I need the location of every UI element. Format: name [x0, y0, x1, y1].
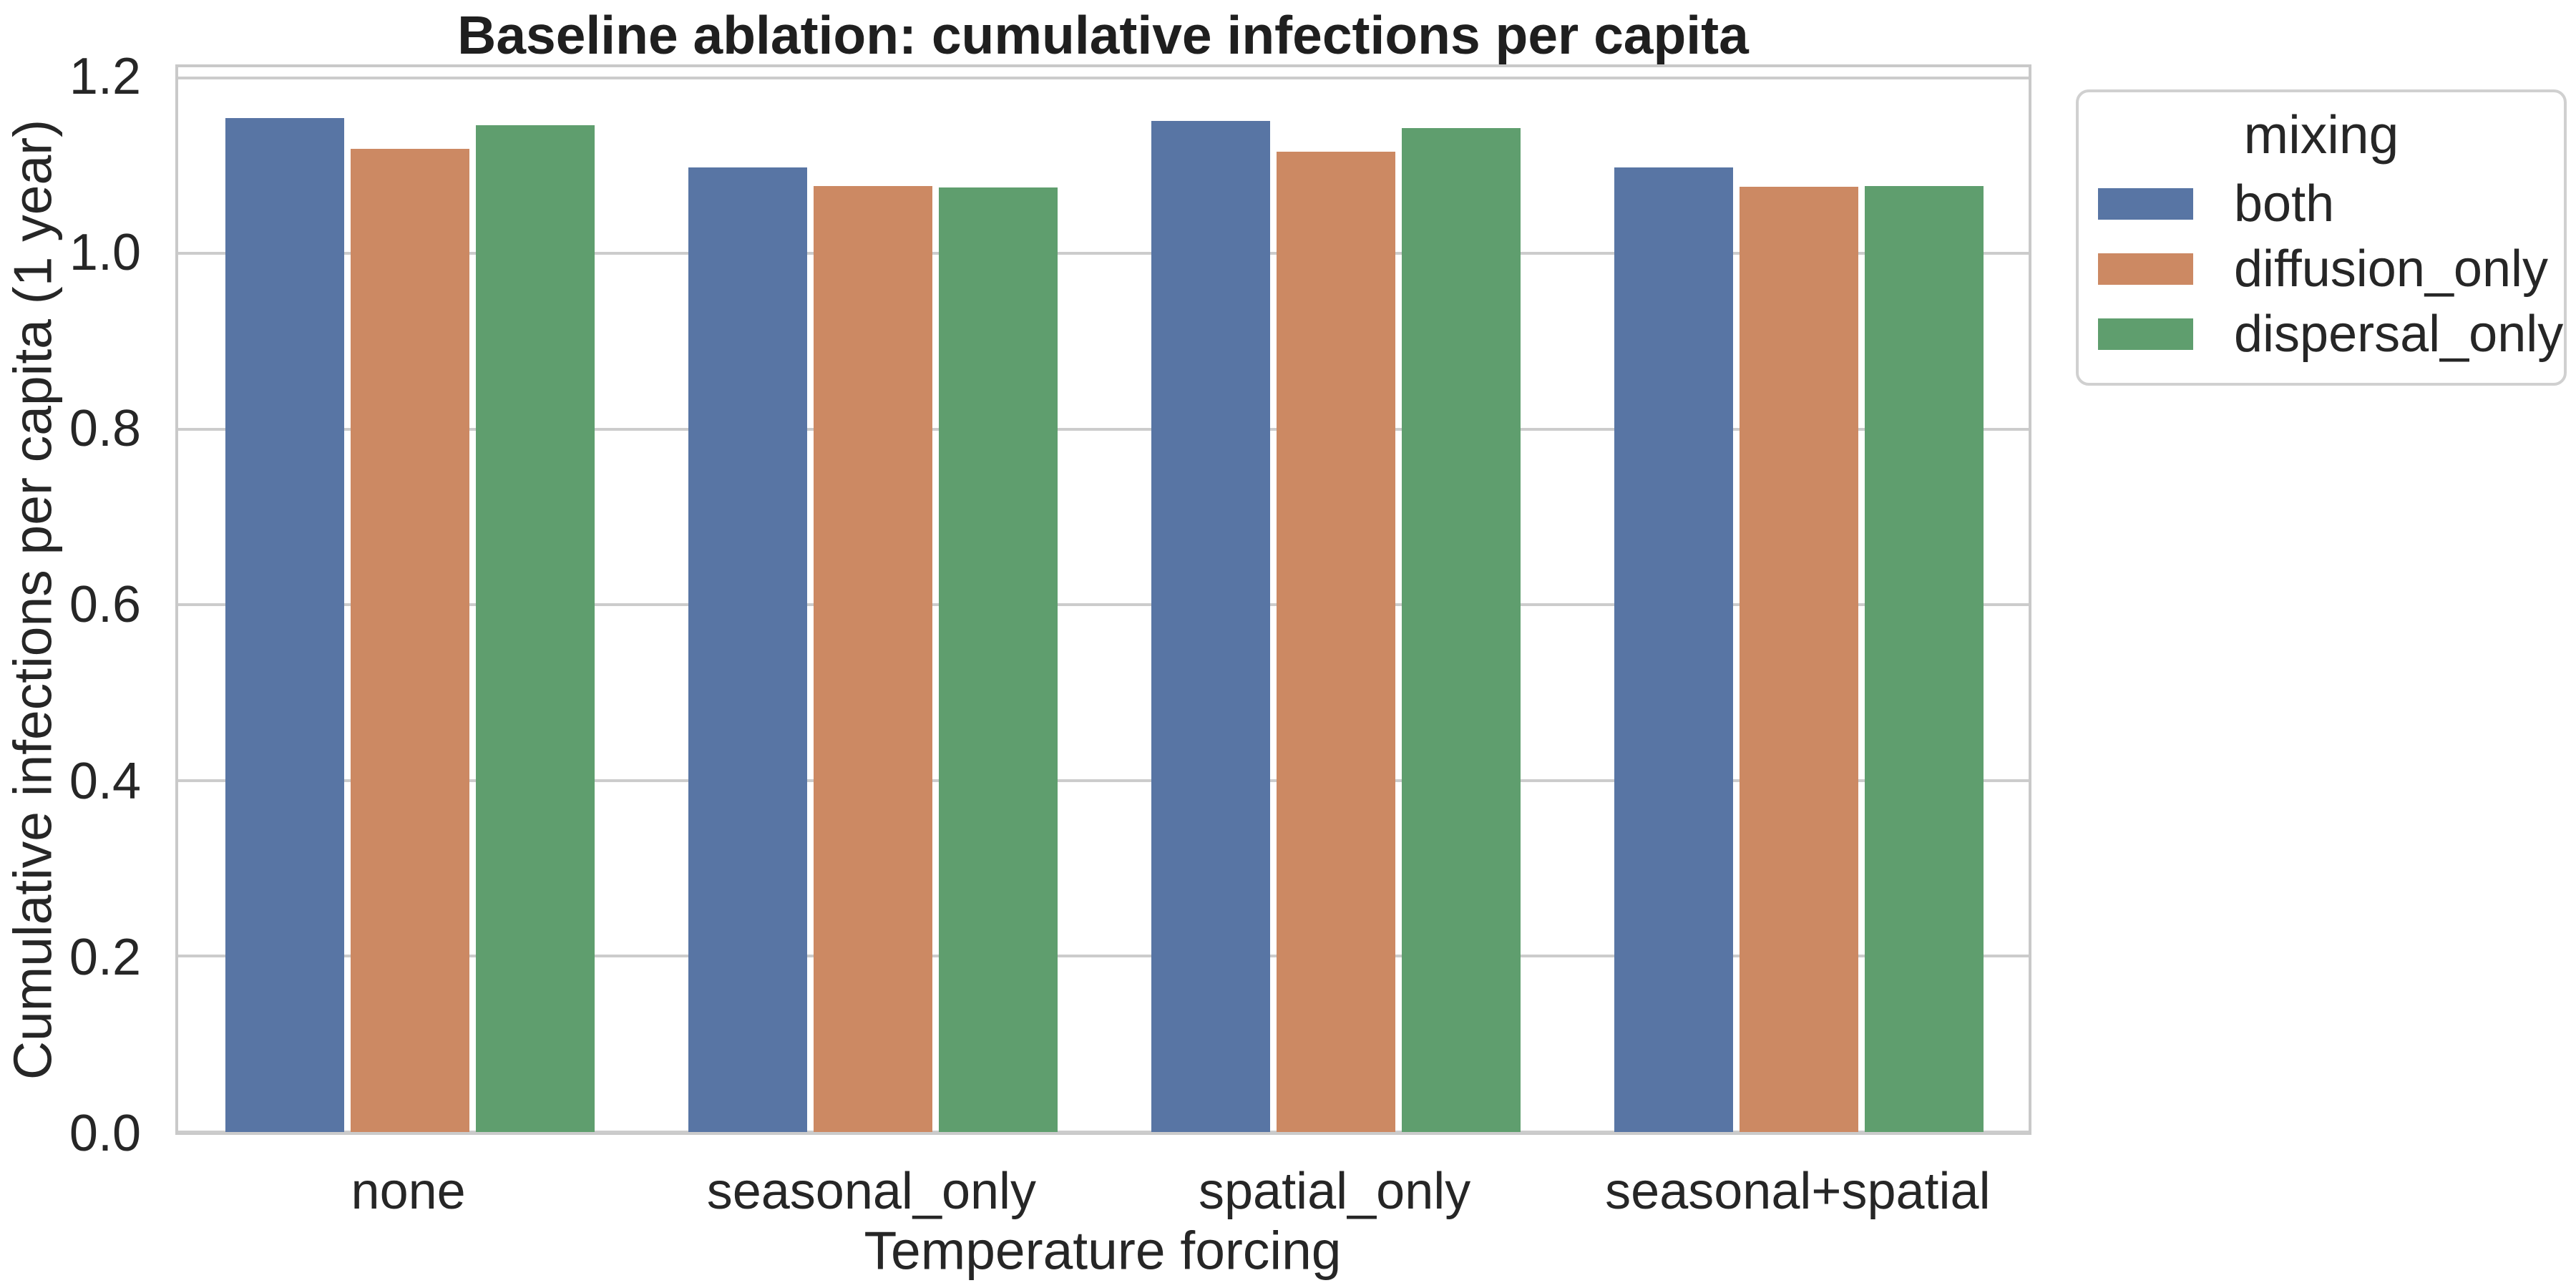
bar-spatial_only-both [1151, 120, 1271, 1132]
bar-group-spatial_only [1105, 67, 1568, 1132]
y-tick-label-0.0: 0.0 [69, 1105, 141, 1162]
legend-row-diffusion_only: diffusion_only [2098, 243, 2564, 295]
bar-none-diffusion_only [350, 149, 469, 1132]
legend-swatch-diffusion_only [2098, 253, 2193, 285]
legend-swatch-dispersal_only [2098, 318, 2193, 350]
x-tick-label-seasonal_only: seasonal_only [706, 1163, 1037, 1220]
legend-label-diffusion_only: diffusion_only [2234, 240, 2548, 298]
chart-title: Baseline ablation: cumulative infections… [457, 5, 1749, 65]
legend-label-dispersal_only: dispersal_only [2234, 306, 2564, 363]
y-tick-label-0.4: 0.4 [69, 752, 141, 810]
y-tick-label-0.6: 0.6 [69, 576, 141, 634]
gridline-y-0.6 [178, 603, 2029, 607]
bar-none-dispersal_only [475, 125, 595, 1132]
bar-seasonal+spatial-dispersal_only [1865, 185, 1984, 1132]
bar-seasonal_only-diffusion_only [813, 185, 932, 1132]
bar-spatial_only-dispersal_only [1402, 127, 1521, 1132]
x-tick-label-none: none [351, 1163, 466, 1220]
gridline-y-0.8 [178, 427, 2029, 431]
bar-group-seasonal+spatial [1568, 67, 2031, 1132]
gridline-y-0.4 [178, 779, 2029, 782]
x-tick-label-seasonal+spatial: seasonal+spatial [1605, 1163, 1991, 1220]
y-tick-label-1.0: 1.0 [69, 223, 141, 281]
gridline-y-1.2 [178, 76, 2029, 79]
y-tick-label-1.2: 1.2 [69, 47, 141, 105]
bar-seasonal+spatial-diffusion_only [1740, 186, 1859, 1132]
bar-group-none [178, 67, 641, 1132]
bar-spatial_only-diffusion_only [1277, 151, 1396, 1132]
plot-area [175, 64, 2031, 1135]
legend-entries: both diffusion_only dispersal_only [2079, 178, 2564, 360]
gridline-y-0.2 [178, 955, 2029, 958]
legend-title: mixing [2243, 104, 2399, 165]
x-axis-label: Temperature forcing [864, 1220, 1342, 1281]
legend-row-dispersal_only: dispersal_only [2098, 308, 2564, 360]
x-tick-label-spatial_only: spatial_only [1199, 1163, 1471, 1220]
legend-row-both: both [2098, 178, 2564, 230]
bar-seasonal_only-both [688, 167, 807, 1132]
gridline-y-1.0 [178, 252, 2029, 255]
legend-label-both: both [2234, 175, 2335, 233]
y-tick-label-0.2: 0.2 [69, 928, 141, 986]
legend-swatch-both [2098, 188, 2193, 220]
gridline-y-0.0 [178, 1131, 2029, 1133]
y-tick-label-0.8: 0.8 [69, 400, 141, 458]
bar-none-both [225, 118, 344, 1132]
bar-seasonal+spatial-both [1614, 167, 1734, 1132]
bar-seasonal_only-dispersal_only [938, 187, 1058, 1132]
legend-box: mixing both diffusion_only dispersal_only [2076, 89, 2567, 386]
bar-group-seasonal_only [641, 67, 1104, 1132]
